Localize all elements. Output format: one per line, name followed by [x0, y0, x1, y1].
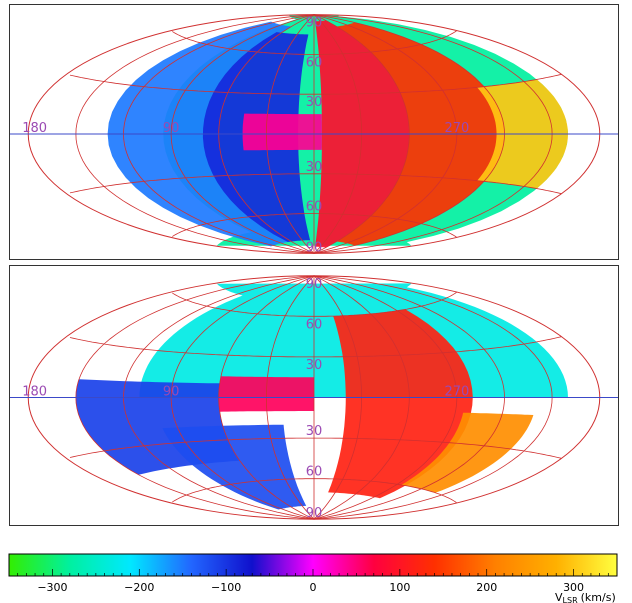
- velocity-region-3: [242, 113, 322, 151]
- aitoff-map-top: 180 90 270 90 60 30 30 60 90: [10, 14, 618, 255]
- lat-label: 30: [306, 160, 323, 175]
- lon-label: 180: [22, 121, 47, 136]
- lat-label: 60: [306, 55, 323, 70]
- lat-label: 60: [306, 317, 323, 332]
- colorbar-tick-label: 200: [476, 581, 497, 594]
- colorbar-tick-label: 300: [563, 581, 584, 594]
- lon-label: 270: [444, 121, 469, 136]
- colorbar-tick-label: −100: [211, 581, 241, 594]
- colorbar-tick-label: −300: [37, 581, 67, 594]
- lat-label: 60: [306, 465, 323, 480]
- lat-label: 30: [306, 95, 323, 110]
- lat-label: 90: [306, 16, 323, 31]
- colorbar-tick-label: −200: [124, 581, 154, 594]
- aitoff-map-bottom: 180 90 270 90 60 30 30 60 90: [10, 275, 618, 521]
- lat-label: 60: [306, 200, 323, 215]
- velocity-region-5: [401, 412, 534, 493]
- lat-label: 90: [306, 506, 323, 521]
- sky-map-bottom: 180 90 270 90 60 30 30 60 90: [9, 265, 619, 526]
- lon-label: 270: [444, 385, 469, 400]
- velocity-region-3: [162, 424, 307, 510]
- lat-label: 30: [306, 424, 323, 439]
- velocity-colorbar: −300 −200 −100 0 100 200 300 VLSR (km/s): [0, 548, 632, 603]
- lon-label: 90: [163, 121, 180, 136]
- lat-line: [69, 173, 562, 195]
- lon-label: 90: [163, 385, 180, 400]
- sky-map-top: 180 90 270 90 60 30 30 60 90: [9, 4, 619, 260]
- colorbar-tick-label: 100: [389, 581, 410, 594]
- lat-label: 30: [306, 358, 323, 373]
- lat-line: [69, 437, 562, 459]
- lat-line: [69, 336, 562, 358]
- lat-label: 90: [306, 240, 323, 255]
- colorbar-unit-label: VLSR (km/s): [555, 591, 616, 603]
- lat-line: [69, 73, 562, 95]
- lon-label: 180: [22, 385, 47, 400]
- colorbar-tick-label: 0: [310, 581, 317, 594]
- lat-label: 90: [306, 277, 323, 292]
